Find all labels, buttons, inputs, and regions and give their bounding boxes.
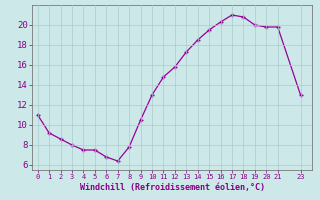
X-axis label: Windchill (Refroidissement éolien,°C): Windchill (Refroidissement éolien,°C): [79, 183, 265, 192]
